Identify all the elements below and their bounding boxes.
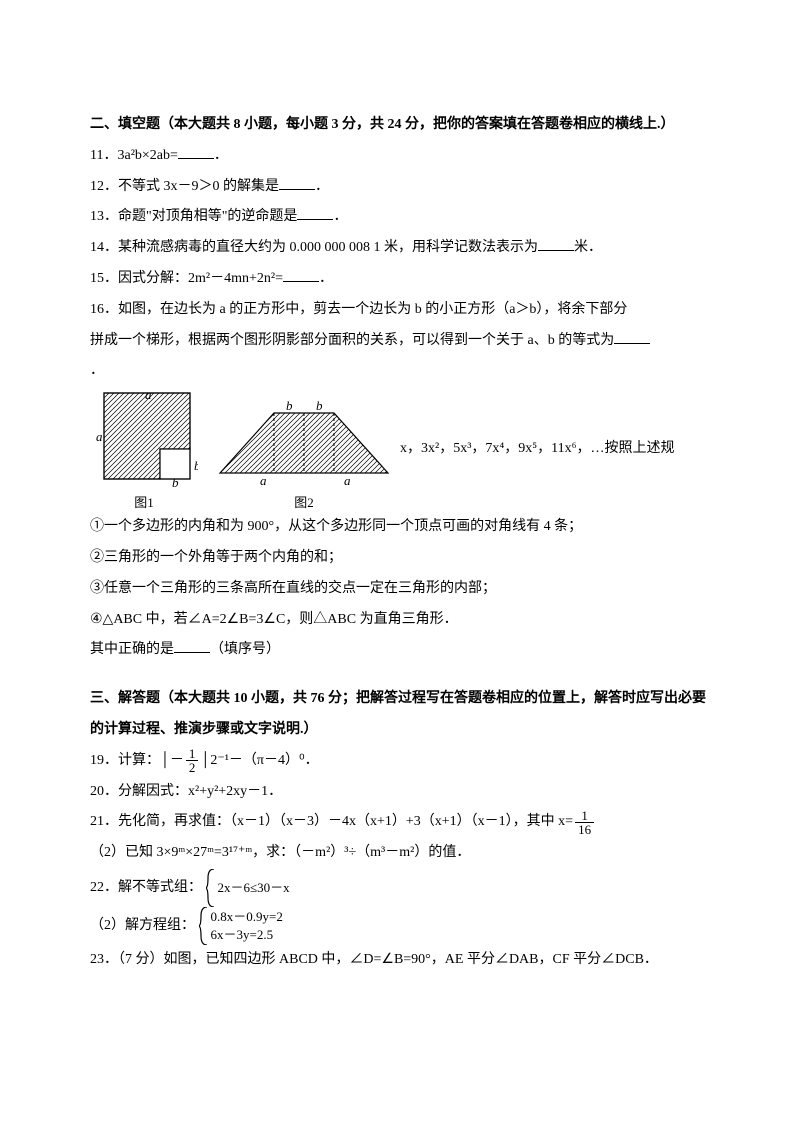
figure-1-svg: a a b b	[90, 387, 198, 487]
q22a-label: 22．解不等式组：	[90, 880, 202, 895]
figure-2: b b a a 图2	[216, 399, 392, 512]
svg-text:b: b	[194, 458, 198, 473]
q22b-l1: 0.8x－0.9y=2	[211, 909, 283, 924]
q21a-den: 16	[575, 823, 594, 836]
stmt-2: ②三角形的一个外角等于两个内角的和；	[90, 543, 710, 574]
figure-2-svg: b b a a	[216, 399, 392, 487]
q12-post: ．	[315, 179, 329, 194]
q16-line1: 16．如图，在边长为 a 的正方形中，剪去一个边长为 b 的小正方形（a＞b），…	[90, 295, 710, 326]
brace-icon	[199, 907, 209, 945]
q11-post: ．	[214, 148, 228, 163]
q14: 14．某种流感病毒的直径大约为 0.000 000 008 1 米，用科学记数法…	[90, 233, 710, 264]
q14-pre: 14．某种流感病毒的直径大约为 0.000 000 008 1 米，用科学记数法…	[90, 240, 538, 255]
q19-fraction: 12	[186, 747, 199, 774]
q16-line2: 拼成一个梯形，根据两个图形阴影部分面积的关系，可以得到一个关于 a、b 的等式为	[90, 326, 710, 357]
q19-den: 2	[186, 761, 199, 774]
section3-title: 三、解答题（本大题共 10 小题，共 76 分；把解答过程写在答题卷相应的位置上…	[90, 684, 710, 746]
q22b-lines: 0.8x－0.9y=2 6x－3y=2.5	[211, 908, 283, 944]
brace-icon	[206, 869, 216, 907]
q13-post: ．	[333, 209, 347, 224]
q16-line3: ．	[90, 356, 710, 387]
q22b-l2: 6x－3y=2.5	[211, 927, 274, 942]
stmt-1: ①一个多边形的内角和为 900°，从这个多边形同一个顶点可画的对角线有 4 条；	[90, 512, 710, 543]
q13-blank[interactable]	[297, 205, 333, 220]
q11-pre: 11．3a²b×2ab=	[90, 148, 178, 163]
section2-title: 二、填空题（本大题共 8 小题，每小题 3 分，共 24 分，把你的答案填在答题…	[90, 110, 710, 141]
figure-1: a a b b 图1	[90, 387, 198, 512]
stmt-4: ④△ABC 中，若∠A=2∠B=3∠C，则△ABC 为直角三角形．	[90, 605, 710, 636]
figure-2-caption: 图2	[216, 495, 392, 512]
q11-blank[interactable]	[178, 144, 214, 159]
q21a: 21．先化简，再求值：（x－1）（x－3）－4x（x+1）+3（x+1）（x－1…	[90, 807, 710, 838]
q12-pre: 12．不等式 3x－9＞0 的解集是	[90, 179, 279, 194]
q15-blank[interactable]	[283, 267, 319, 282]
q20: 20．分解因式：x²+y²+2xy－1．	[90, 777, 710, 808]
q19: 19．计算：│－12│2⁻¹－（π－4）⁰．	[90, 746, 710, 777]
q21a-pre: 21．先化简，再求值：（x－1）（x－3）－4x（x+1）+3（x+1）（x－1…	[90, 814, 573, 829]
q22b-system: 0.8x－0.9y=2 6x－3y=2.5	[199, 907, 283, 945]
q15-post: ．	[319, 271, 333, 286]
svg-text:a: a	[96, 429, 103, 444]
q13-pre: 13．命题"对顶角相等"的逆命题是	[90, 209, 297, 224]
spacer	[90, 666, 710, 684]
q21b: （2）已知 3×9ᵐ×27ᵐ=3¹⁷⁺ᵐ，求：（－m²）³÷（m³－m²）的值．	[90, 838, 710, 869]
q21a-fraction: 116	[575, 809, 594, 836]
q15: 15．因式分解：2m²－4mn+2n²= ．	[90, 264, 710, 295]
exam-page: 二、填空题（本大题共 8 小题，每小题 3 分，共 24 分，把你的答案填在答题…	[0, 0, 800, 1132]
svg-text:a: a	[145, 387, 152, 402]
q19-num: 1	[186, 747, 199, 761]
svg-text:a: a	[260, 473, 267, 487]
svg-text:a: a	[344, 473, 351, 487]
q11: 11．3a²b×2ab= ．	[90, 141, 710, 172]
sequence-text: x，3x²，5x³，7x⁴，9x⁵，11x⁶，…按照上述规	[400, 434, 675, 465]
q22b: （2）解方程组： 0.8x－0.9y=2 6x－3y=2.5	[90, 907, 710, 945]
figures-group: a a b b 图1	[90, 387, 392, 512]
q22a-system: 2x－6≤30－x	[206, 869, 290, 907]
q13: 13．命题"对顶角相等"的逆命题是 ．	[90, 202, 710, 233]
q23: 23．（7 分）如图，已知四边形 ABCD 中，∠D=∠B=90°，AE 平分∠…	[90, 945, 710, 976]
stmt5-blank[interactable]	[174, 638, 210, 653]
q16b-pre: 拼成一个梯形，根据两个图形阴影部分面积的关系，可以得到一个关于 a、b 的等式为	[90, 333, 614, 348]
q14-post: 米．	[574, 240, 602, 255]
svg-text:b: b	[172, 475, 179, 487]
q22a-lines: 2x－6≤30－x	[218, 879, 290, 897]
q19-post: │2⁻¹－（π－4）⁰．	[200, 753, 318, 768]
q22b-label: （2）解方程组：	[90, 918, 195, 933]
stmt5-pre: 其中正确的是	[90, 642, 174, 657]
svg-text:b: b	[316, 399, 323, 413]
figure-1-caption: 图1	[90, 495, 198, 512]
stmt-5: 其中正确的是 （填序号）	[90, 635, 710, 666]
q22a-l1: 2x－6≤30－x	[218, 880, 290, 895]
svg-text:b: b	[286, 399, 293, 413]
q21a-num: 1	[575, 809, 594, 823]
figures-row: a a b b 图1	[90, 387, 710, 512]
q15-pre: 15．因式分解：2m²－4mn+2n²=	[90, 271, 283, 286]
q22a: 22．解不等式组： 2x－6≤30－x	[90, 869, 710, 907]
q14-blank[interactable]	[538, 236, 574, 251]
q19-pre: 19．计算：│－	[90, 753, 184, 768]
stmt5-post: （填序号）	[210, 642, 280, 657]
q12-blank[interactable]	[279, 175, 315, 190]
q16-blank[interactable]	[614, 329, 650, 344]
stmt-3: ③任意一个三角形的三条高所在直线的交点一定在三角形的内部；	[90, 574, 710, 605]
q12: 12．不等式 3x－9＞0 的解集是 ．	[90, 172, 710, 203]
